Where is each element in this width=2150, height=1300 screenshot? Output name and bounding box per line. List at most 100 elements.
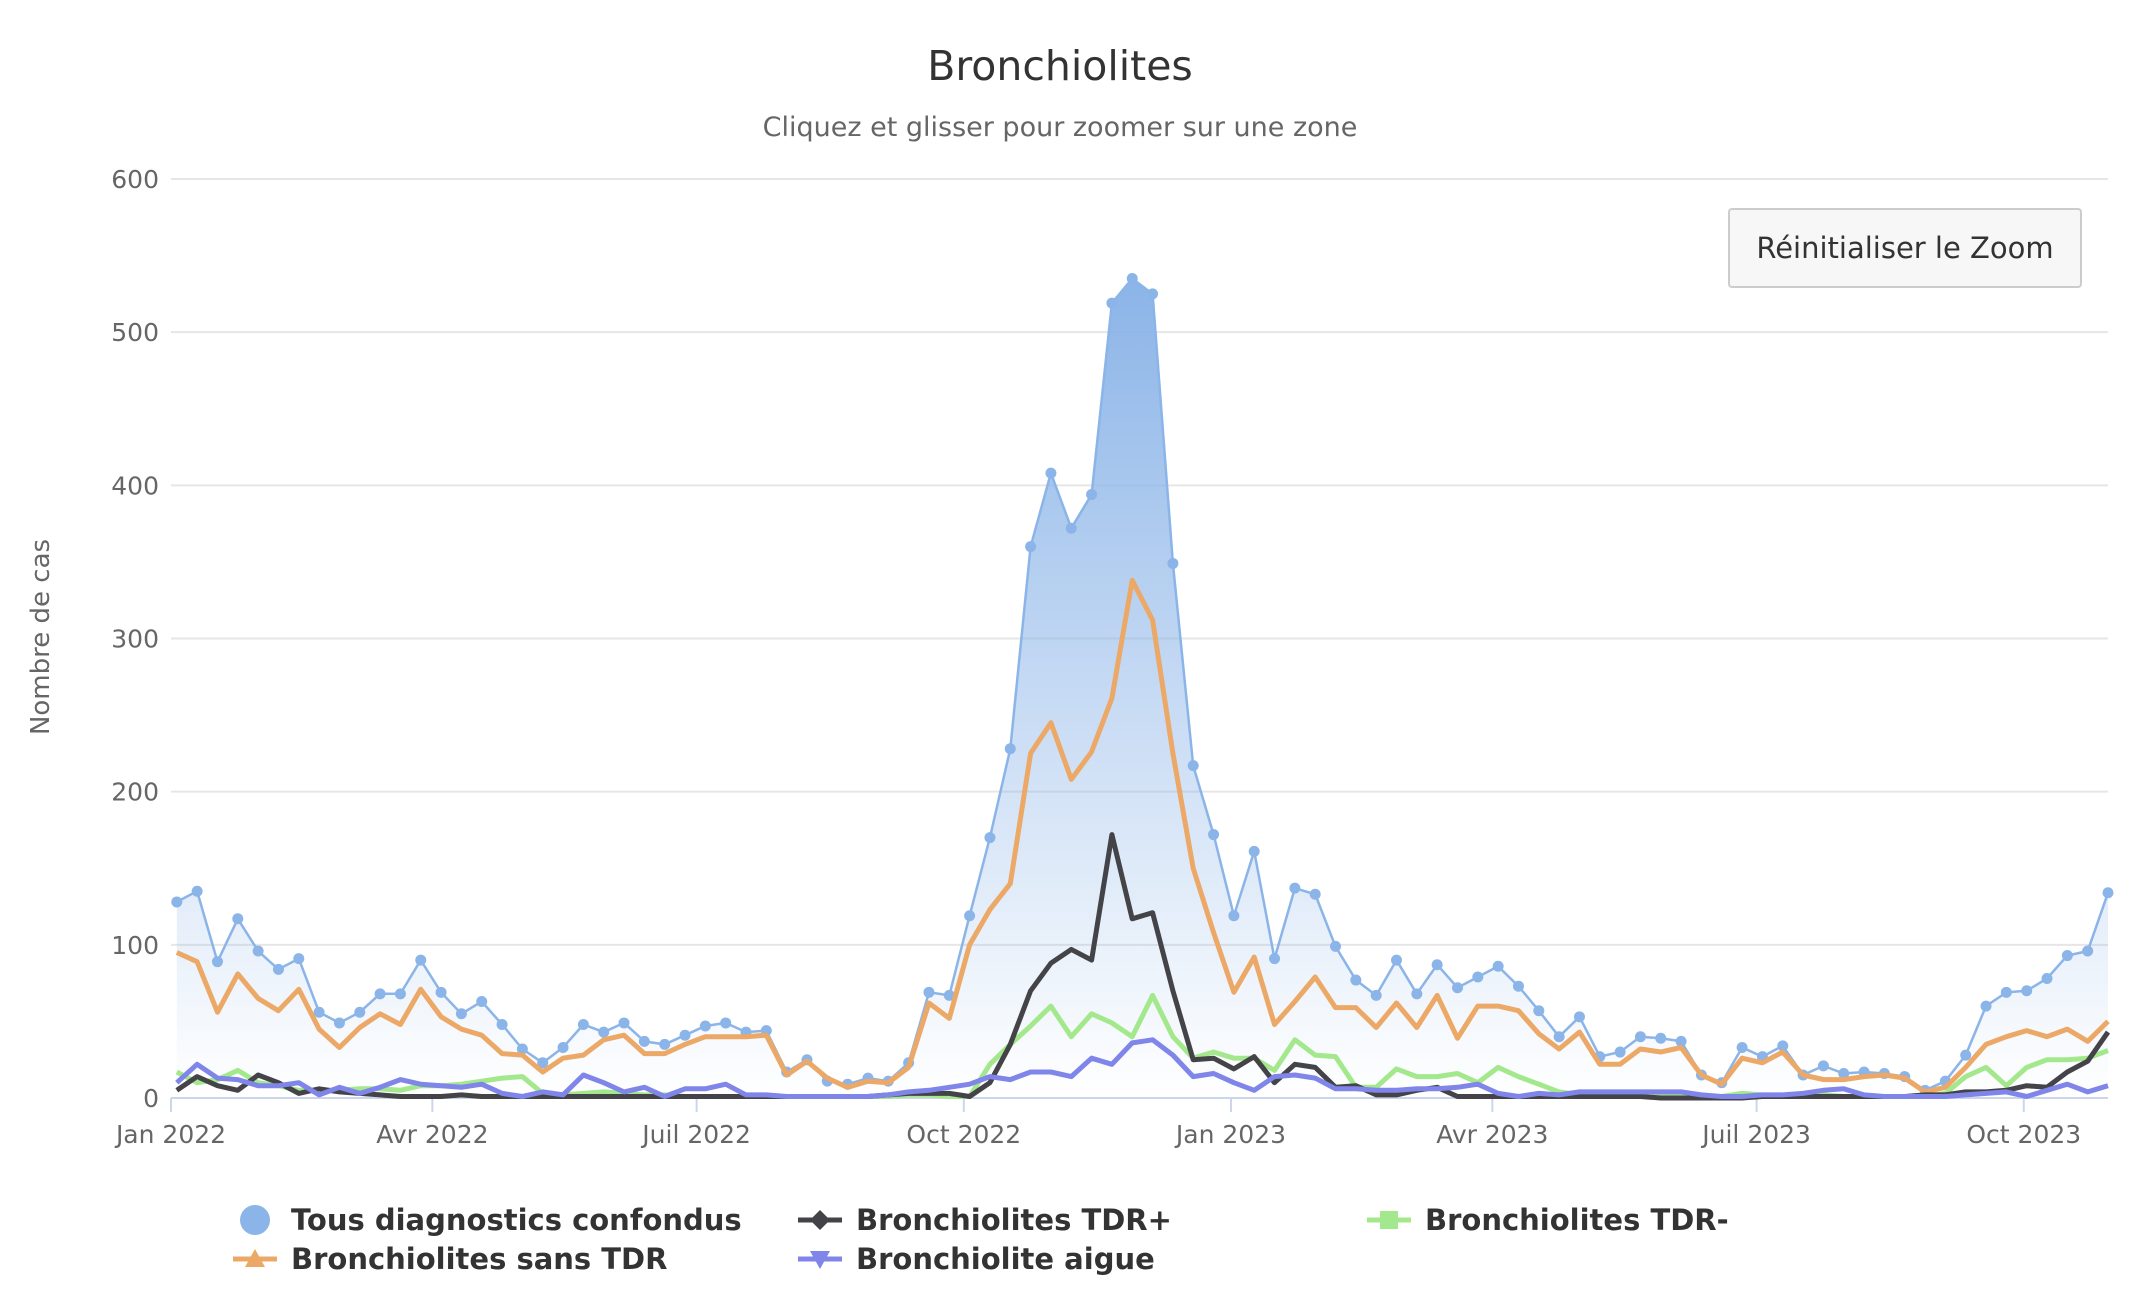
data-point[interactable] [537,1057,549,1069]
data-point[interactable] [2000,986,2012,998]
data-point[interactable] [496,1018,508,1030]
legend-item[interactable]: Bronchiolites sans TDR [233,1242,667,1276]
data-point[interactable] [293,953,305,965]
data-point[interactable] [1960,1049,1972,1061]
data-point[interactable] [272,963,284,975]
data-point[interactable] [1675,1035,1687,1047]
data-point[interactable] [1248,845,1260,857]
data-point[interactable] [1147,288,1159,300]
data-point[interactable] [415,954,427,966]
data-point[interactable] [1451,982,1463,994]
y-tick-label: 600 [111,165,159,194]
data-point[interactable] [1391,954,1403,966]
data-point[interactable] [1025,541,1037,553]
series-tous-diagnostics-confondus[interactable] [171,273,2114,1099]
legend-label: Bronchiolite aigue [856,1242,1155,1276]
x-tick-label: Oct 2023 [1966,1120,2081,1149]
data-point[interactable] [1167,557,1179,569]
data-point[interactable] [943,989,955,1001]
data-point[interactable] [2041,973,2053,985]
data-point[interactable] [313,1006,325,1018]
data-point[interactable] [1553,1031,1565,1043]
x-tick-label: Avr 2022 [376,1120,488,1149]
data-point[interactable] [1655,1032,1667,1044]
data-point[interactable] [1492,960,1504,972]
triangle-down-marker-icon [810,1251,830,1269]
data-point[interactable] [354,1006,366,1018]
data-point[interactable] [1614,1046,1626,1058]
data-point[interactable] [598,1026,610,1038]
data-point[interactable] [2082,945,2094,957]
circle-marker-icon [240,1205,270,1235]
data-point[interactable] [476,996,488,1008]
data-point[interactable] [1817,1060,1829,1072]
data-point[interactable] [720,1017,732,1029]
reset-zoom-button[interactable]: Réinitialiser le Zoom [1728,208,2082,288]
data-point[interactable] [1126,273,1138,285]
data-point[interactable] [679,1029,691,1041]
x-tick-label: Juil 2023 [1700,1120,1811,1149]
data-point[interactable] [2021,985,2033,997]
data-point[interactable] [1289,882,1301,894]
series-bronchiolites-sans-tdr[interactable] [175,577,2110,1095]
data-point[interactable] [659,1038,671,1050]
legend-item[interactable]: Bronchiolites TDR+ [798,1203,1172,1237]
data-point[interactable] [232,913,244,925]
data-point[interactable] [374,988,386,1000]
y-axis-title: Nombre de cas [26,539,56,735]
data-point[interactable] [1045,467,1057,479]
data-point[interactable] [1106,297,1118,309]
data-point[interactable] [618,1017,630,1029]
data-point[interactable] [1269,953,1281,965]
data-point[interactable] [455,1008,467,1020]
data-point[interactable] [2061,950,2073,962]
legend-label: Bronchiolites sans TDR [291,1242,667,1276]
data-point[interactable] [1736,1041,1748,1053]
data-point[interactable] [1777,1040,1789,1052]
legend-item[interactable]: Tous diagnostics confondus [240,1203,742,1237]
data-point[interactable] [1208,829,1220,841]
data-point[interactable] [191,885,203,897]
data-point[interactable] [1330,940,1342,952]
data-point[interactable] [516,1043,528,1055]
series-bronchiolite-aigue[interactable] [175,1037,2109,1099]
area-fill [176,278,2108,1099]
data-point[interactable] [1980,1000,1992,1012]
legend-label: Tous diagnostics confondus [291,1203,742,1237]
legend-item[interactable]: Bronchiolite aigue [798,1242,1155,1276]
data-point[interactable] [1573,1011,1585,1023]
data-point[interactable] [1370,989,1382,1001]
data-point[interactable] [333,1017,345,1029]
data-point[interactable] [1309,888,1321,900]
legend-item[interactable]: Bronchiolites TDR- [1367,1203,1729,1237]
data-point[interactable] [557,1041,569,1053]
data-point[interactable] [1004,743,1016,755]
data-point[interactable] [964,910,976,922]
data-point[interactable] [1350,974,1362,986]
data-point[interactable] [984,832,996,844]
data-point[interactable] [1634,1031,1646,1043]
data-point[interactable] [394,988,406,1000]
data-point[interactable] [171,896,183,908]
data-point[interactable] [211,956,223,968]
data-point[interactable] [577,1018,589,1030]
data-point[interactable] [1411,988,1423,1000]
diamond-marker-icon [810,1210,830,1230]
data-point[interactable] [435,986,447,998]
data-point[interactable] [1472,971,1484,983]
data-point[interactable] [1533,1005,1545,1017]
data-point[interactable] [1228,910,1240,922]
data-point[interactable] [1512,980,1524,992]
data-point[interactable] [1838,1067,1850,1079]
data-point[interactable] [1187,760,1199,772]
y-tick-label: 200 [111,778,159,807]
data-point[interactable] [699,1020,711,1032]
data-point[interactable] [638,1035,650,1047]
data-point[interactable] [2102,887,2114,899]
data-point[interactable] [1065,522,1077,534]
data-point[interactable] [923,986,935,998]
data-point[interactable] [1431,959,1443,971]
data-point[interactable] [1086,489,1098,501]
data-point[interactable] [252,945,264,957]
